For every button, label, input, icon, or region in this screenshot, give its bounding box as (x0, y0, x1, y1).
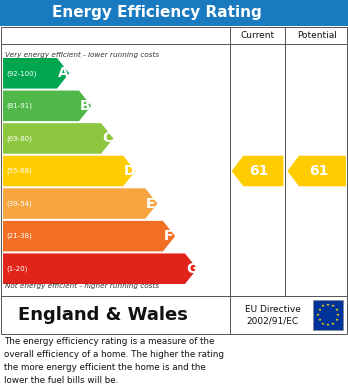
Text: (81-91): (81-91) (6, 102, 32, 109)
Text: (1-20): (1-20) (6, 265, 27, 272)
Text: C: C (102, 131, 112, 145)
Text: Not energy efficient - higher running costs: Not energy efficient - higher running co… (5, 283, 159, 289)
Text: Potential: Potential (297, 30, 337, 39)
Polygon shape (3, 188, 158, 219)
Text: England & Wales: England & Wales (18, 306, 188, 324)
Text: (39-54): (39-54) (6, 200, 32, 207)
Polygon shape (232, 156, 283, 186)
Polygon shape (3, 221, 175, 251)
Text: (92-100): (92-100) (6, 70, 37, 77)
Text: ★: ★ (335, 308, 339, 312)
Text: ★: ★ (316, 313, 320, 317)
Polygon shape (3, 253, 197, 284)
Text: ★: ★ (335, 318, 339, 322)
Text: ★: ★ (317, 308, 321, 312)
Bar (313, 300, 343, 330)
Text: A: A (58, 66, 69, 80)
Text: The energy efficiency rating is a measure of the
overall efficiency of a home. T: The energy efficiency rating is a measur… (4, 337, 224, 385)
Text: G: G (186, 262, 197, 276)
Text: ★: ★ (317, 318, 321, 322)
Text: Energy Efficiency Rating: Energy Efficiency Rating (52, 5, 261, 20)
Text: 61: 61 (250, 164, 269, 178)
Polygon shape (3, 58, 69, 89)
Bar (1, 27, 347, 296)
Bar (1, 296, 347, 334)
Text: ★: ★ (321, 305, 325, 308)
Text: (55-68): (55-68) (6, 168, 32, 174)
Text: D: D (124, 164, 136, 178)
Bar (0, 0, 348, 26)
Text: Current: Current (240, 30, 275, 39)
Text: (21-38): (21-38) (6, 233, 32, 239)
Text: (69-80): (69-80) (6, 135, 32, 142)
Text: 61: 61 (309, 164, 328, 178)
Text: EU Directive
2002/91/EC: EU Directive 2002/91/EC (245, 305, 301, 325)
Text: ★: ★ (326, 303, 330, 307)
Text: ★: ★ (336, 313, 340, 317)
Text: F: F (164, 229, 173, 243)
Text: ★: ★ (321, 321, 325, 326)
Text: ★: ★ (326, 323, 330, 327)
Polygon shape (3, 91, 91, 121)
Polygon shape (287, 156, 346, 186)
Text: E: E (146, 197, 156, 211)
Polygon shape (3, 123, 113, 154)
Text: B: B (80, 99, 91, 113)
Text: Very energy efficient - lower running costs: Very energy efficient - lower running co… (5, 52, 159, 58)
Text: ★: ★ (331, 321, 335, 326)
Polygon shape (3, 156, 135, 186)
Text: ★: ★ (331, 305, 335, 308)
